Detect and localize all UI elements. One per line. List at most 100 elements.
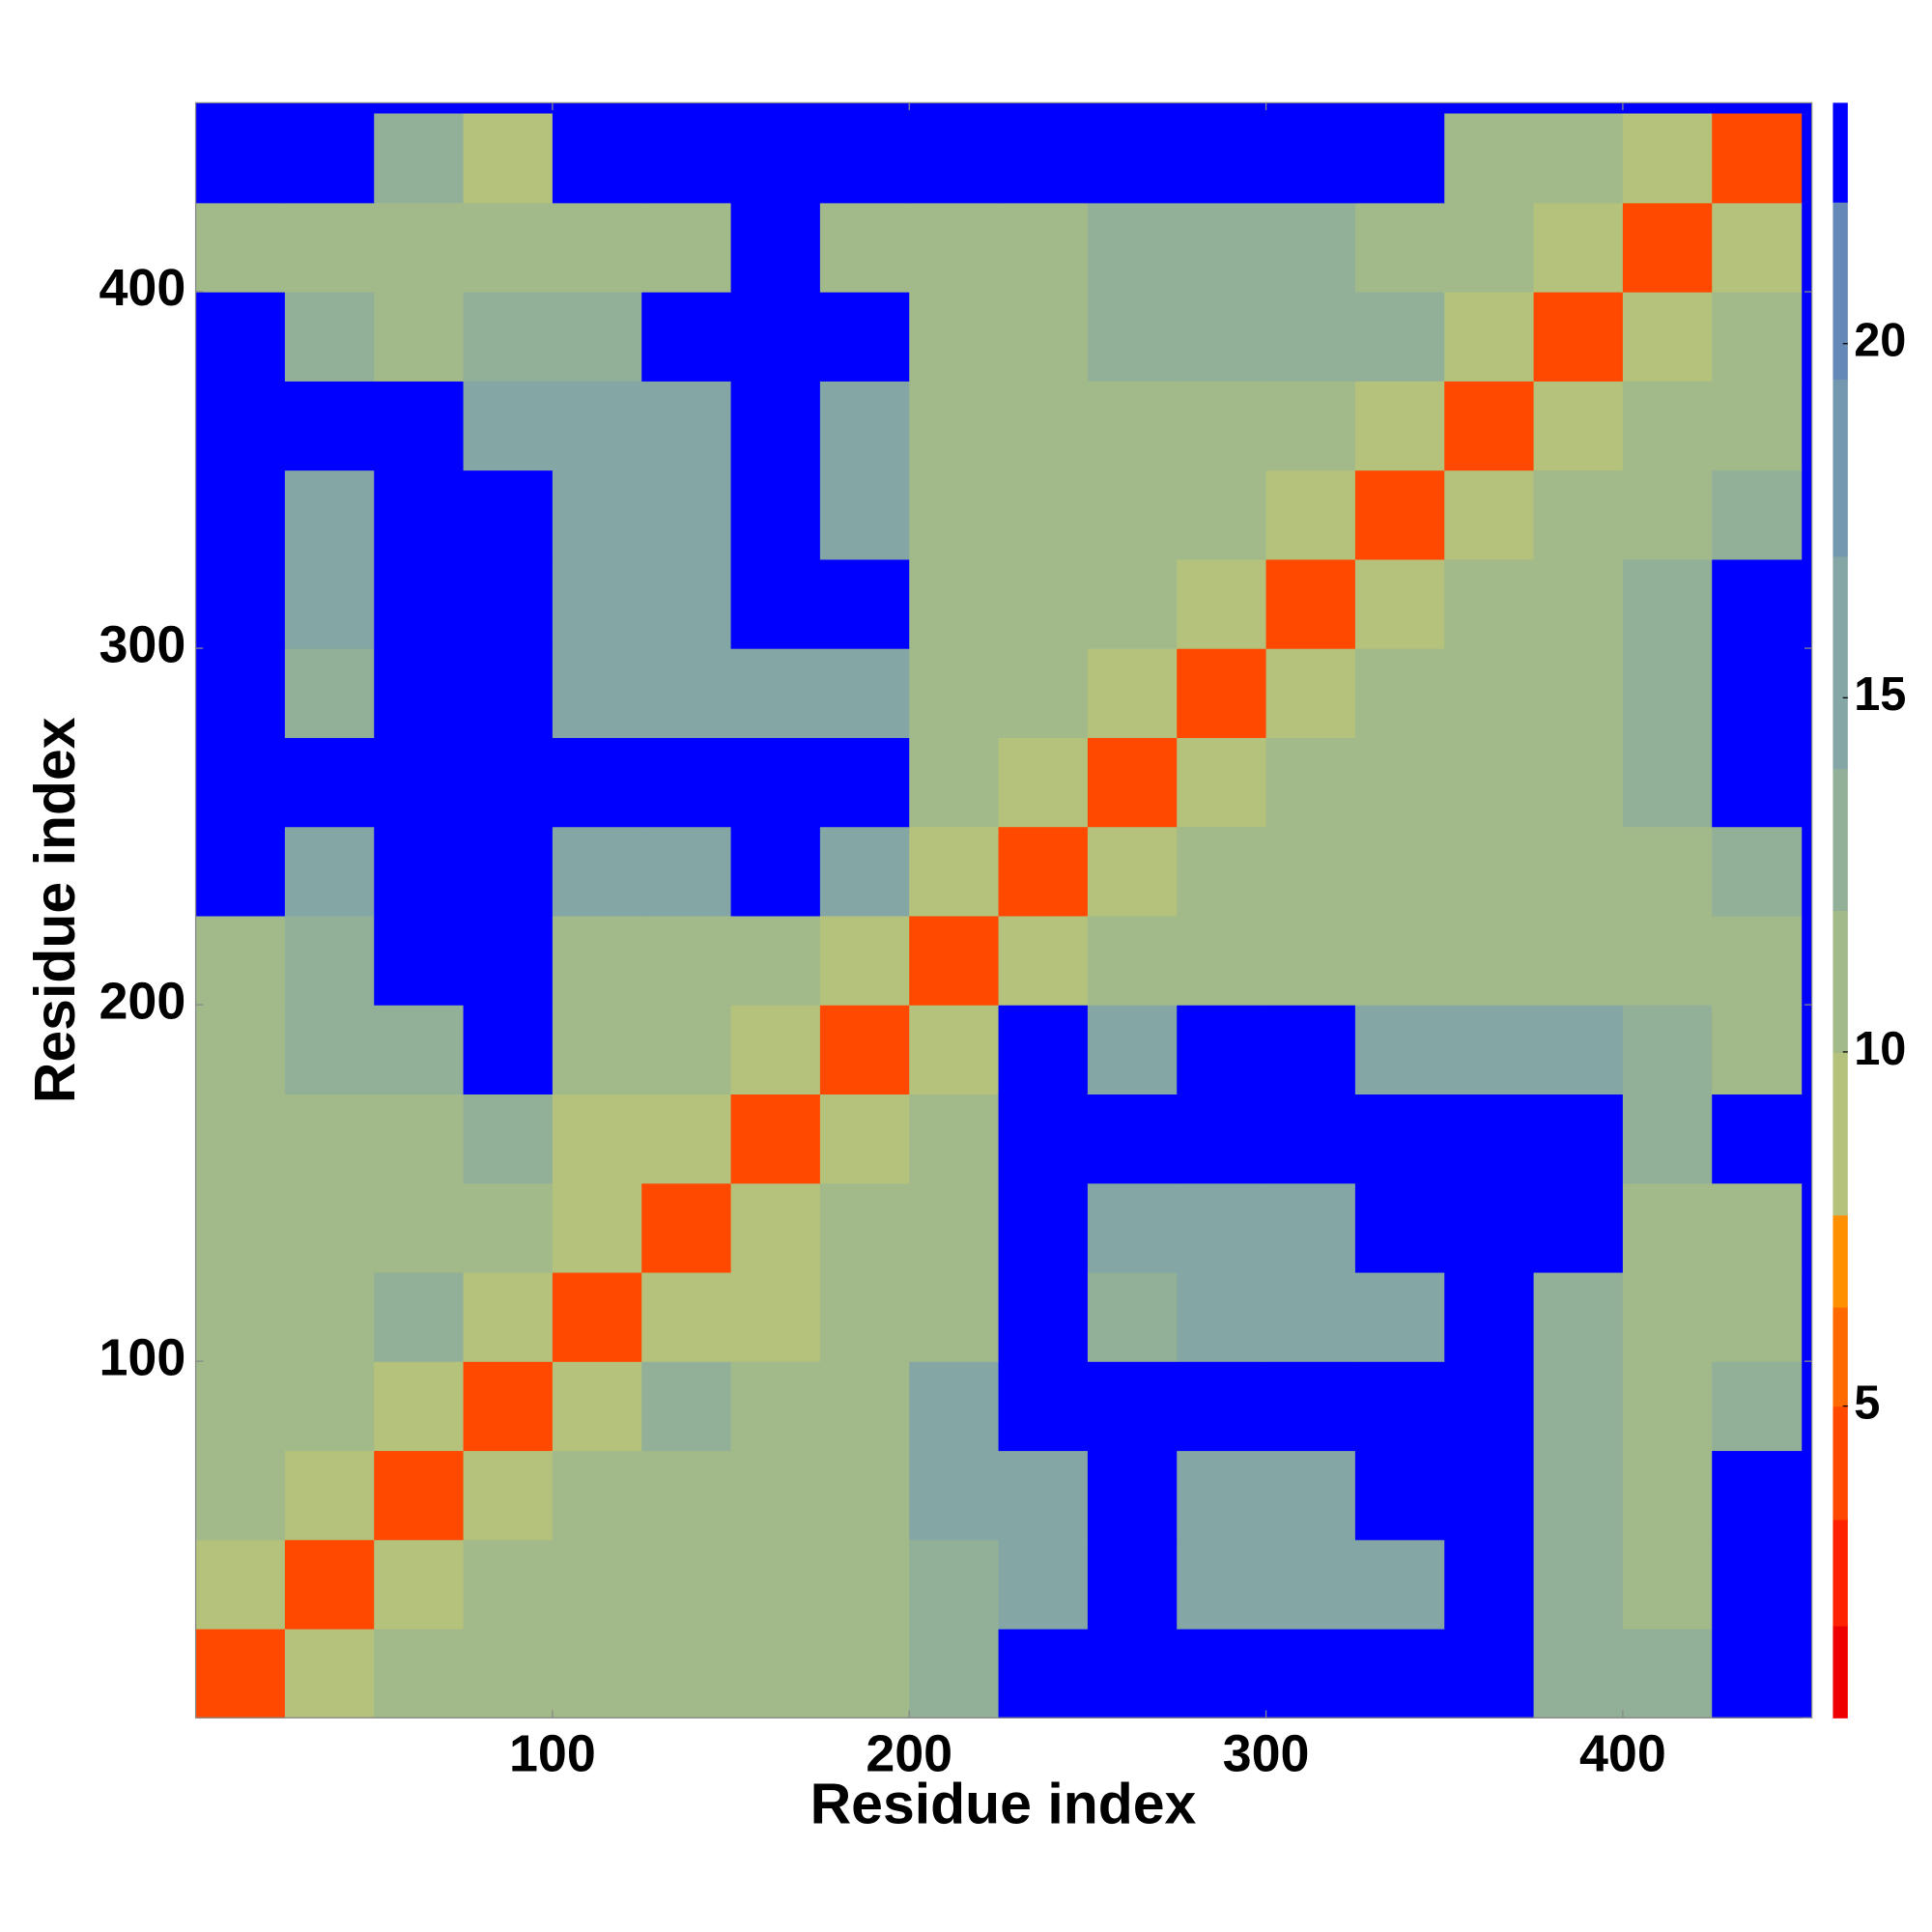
heatmap-cell (1622, 113, 1713, 204)
heatmap-cell (1087, 1005, 1178, 1095)
heatmap-cell (463, 1628, 554, 1719)
heatmap-cell (819, 202, 910, 293)
heatmap-cell (1533, 1094, 1624, 1184)
heatmap-cell (195, 737, 286, 828)
colorbar-band (1833, 768, 1848, 911)
heatmap-cell (1533, 202, 1624, 293)
heatmap-cell (819, 1271, 910, 1362)
heatmap-cell (1712, 202, 1803, 293)
heatmap-cell (1533, 1450, 1624, 1541)
heatmap-cell (641, 1094, 732, 1184)
heatmap-cell (909, 469, 1000, 560)
heatmap-cell (1087, 1450, 1178, 1541)
heatmap-cell (374, 113, 465, 204)
heatmap-cell (374, 648, 465, 738)
axes: 100 200 300 400 100 200 300 400 (99, 101, 1813, 1782)
heatmap-cell (284, 113, 375, 204)
heatmap-cell (1444, 648, 1535, 738)
heatmap-cell (284, 1539, 375, 1630)
heatmap-cell (1177, 737, 1267, 828)
heatmap-cell (463, 113, 554, 204)
heatmap-cell (998, 1539, 1089, 1630)
colorbar: 5 10 15 20 (1833, 102, 1906, 1719)
x-tick-label: 300 (1223, 1724, 1310, 1782)
colorbar-band (1833, 1519, 1848, 1627)
heatmap-cell (374, 1094, 465, 1184)
heatmap-cell (552, 381, 642, 471)
heatmap-cell (1177, 202, 1267, 293)
heatmap-cell (1087, 826, 1178, 917)
heatmap-cell (1444, 1539, 1535, 1630)
heatmap-cell (1177, 1005, 1267, 1095)
heatmap-cell (641, 1271, 732, 1362)
heatmap-cell (284, 1094, 375, 1184)
heatmap-cell (1712, 915, 1803, 1006)
heatmap-cell (1444, 113, 1535, 204)
heatmap-cell (1354, 826, 1445, 917)
heatmap-cell (195, 202, 286, 293)
heatmap-cell (1087, 202, 1178, 293)
heatmap-cell (998, 558, 1089, 649)
heatmap-cell (1622, 737, 1713, 828)
heatmap-cell (641, 292, 732, 382)
heatmap-cell (1533, 469, 1624, 560)
heatmap-cell (195, 1094, 286, 1184)
heatmap-cell (1444, 737, 1535, 828)
heatmap-cell (1354, 1361, 1445, 1452)
heatmap-cell (1712, 1539, 1803, 1630)
heatmap-cell (730, 1271, 821, 1362)
heatmap-cell (284, 558, 375, 649)
heatmap-cell (1444, 1628, 1535, 1719)
heatmap-cell (641, 648, 732, 738)
y-tick-label: 200 (99, 972, 185, 1030)
colorbar-band (1833, 1214, 1848, 1308)
heatmap-cell (1265, 1539, 1356, 1630)
heatmap-cell (552, 1271, 642, 1362)
heatmap-cell (641, 469, 732, 560)
plot-frame (194, 101, 1813, 1719)
heatmap-cell (552, 1361, 642, 1452)
heatmap-cell (1533, 826, 1624, 917)
heatmap-cell (730, 1005, 821, 1095)
heatmap-cell (1087, 915, 1178, 1006)
heatmap-cell (1265, 1005, 1356, 1095)
heatmap-cell (1354, 381, 1445, 471)
heatmap-cell (819, 1094, 910, 1184)
heatmap-cell (1087, 648, 1178, 738)
heatmap-cell (463, 1182, 554, 1273)
heatmap-cell (909, 826, 1000, 917)
heatmap-cell (552, 202, 642, 293)
heatmap-cell (1444, 469, 1535, 560)
heatmap-cell (641, 1182, 732, 1273)
heatmap-cell (909, 648, 1000, 738)
heatmap-cell (1622, 915, 1713, 1006)
heatmap-cell (1622, 1094, 1713, 1184)
colorbar-tick-label: 10 (1854, 1023, 1906, 1075)
heatmap-cell (730, 826, 821, 917)
heatmap-cell (730, 381, 821, 471)
heatmap-cell (1622, 826, 1713, 917)
heatmap-cell (819, 469, 910, 560)
heatmap-cell (1622, 648, 1713, 738)
heatmap-cell (641, 381, 732, 471)
heatmap-cells (195, 102, 1812, 1719)
heatmap-cell (819, 113, 910, 204)
heatmap-cell (1712, 1182, 1803, 1273)
heatmap-cell (374, 1005, 465, 1095)
heatmap-cell (1533, 113, 1624, 204)
heatmap-cell (1354, 1005, 1445, 1095)
heatmap-cell (1177, 648, 1267, 738)
heatmap-cell (374, 202, 465, 293)
heatmap-cell (463, 469, 554, 560)
heatmap-cell (1444, 292, 1535, 382)
heatmap-cell (552, 826, 642, 917)
heatmap-cell (909, 1182, 1000, 1273)
heatmap-cell (1087, 381, 1178, 471)
colorbar-band (1833, 102, 1848, 203)
heatmap-cell (284, 1450, 375, 1541)
colorbar-band (1833, 555, 1848, 770)
heatmap-cell (641, 826, 732, 917)
heatmap-cell (1533, 558, 1624, 649)
heatmap-cell (1354, 469, 1445, 560)
